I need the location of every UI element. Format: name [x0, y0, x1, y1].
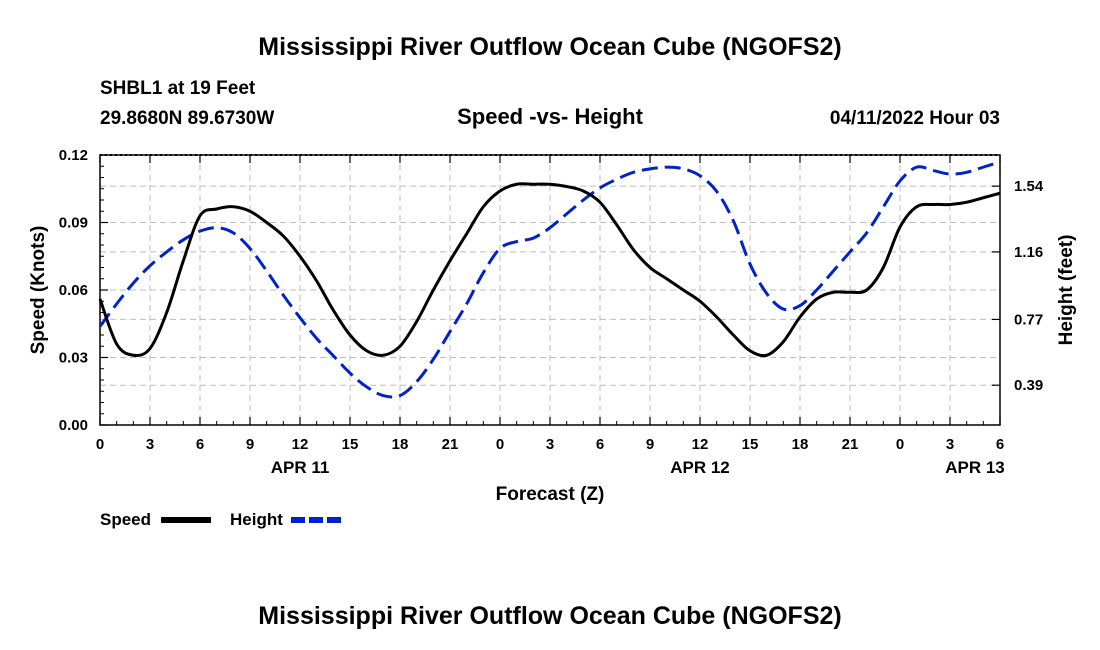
y-tick-label: 0.12 — [59, 147, 88, 164]
x-tick-label: 9 — [646, 436, 654, 453]
legend-speed-label: Speed — [100, 510, 151, 529]
axis-ticks: 0 3 6 9 12 15 18 21 0 3 6 9 12 15 18 21 0 3 6 0.00 0.03 0.06 0… — [59, 147, 1044, 477]
x-tick-label: 6 — [996, 436, 1004, 453]
y2-axis-label: Height (feet) — [1056, 235, 1077, 346]
x-tick-label: 6 — [196, 436, 204, 453]
legend: Speed Height — [100, 510, 341, 529]
y-tick-label: 0.09 — [59, 215, 88, 232]
y2-tick-label: 0.39 — [1014, 377, 1043, 394]
x-tick-label: 15 — [342, 436, 359, 453]
x-tick-label: 12 — [692, 436, 709, 453]
x-tick-label: 0 — [496, 436, 504, 453]
x-tick-label: 21 — [842, 436, 859, 453]
x-axis-label: Forecast (Z) — [496, 484, 605, 505]
day-label: APR 11 — [271, 458, 330, 477]
station-coords: 29.8680N 89.6730W — [100, 108, 274, 129]
y-tick-label: 0.03 — [59, 350, 88, 367]
y-tick-label: 0.06 — [59, 282, 88, 299]
y2-tick-label: 1.16 — [1014, 244, 1043, 261]
station-name: SHBL1 at 19 Feet — [100, 78, 256, 99]
y2-tick-label: 0.77 — [1014, 311, 1043, 328]
footer-title: Mississippi River Outflow Ocean Cube (NG… — [258, 602, 841, 630]
y2-tick-label: 1.54 — [1014, 178, 1044, 195]
y-tick-label: 0.00 — [59, 417, 88, 434]
x-tick-label: 18 — [392, 436, 409, 453]
x-tick-label: 15 — [742, 436, 759, 453]
x-tick-label: 21 — [442, 436, 459, 453]
page-title: Mississippi River Outflow Ocean Cube (NG… — [258, 33, 841, 61]
x-tick-label: 0 — [96, 436, 104, 453]
y-axis-label: Speed (Knots) — [28, 226, 49, 355]
series-layer — [98, 160, 1001, 399]
x-tick-label: 12 — [292, 436, 309, 453]
day-label: APR 12 — [670, 458, 730, 477]
chart-title: Speed -vs- Height — [457, 104, 643, 129]
x-tick-label: 0 — [896, 436, 904, 453]
day-label: APR 13 — [945, 458, 1005, 477]
x-tick-label: 9 — [246, 436, 254, 453]
x-tick-label: 3 — [546, 436, 554, 453]
x-tick-label: 6 — [596, 436, 604, 453]
x-tick-label: 18 — [792, 436, 809, 453]
forecast-datetime: 04/11/2022 Hour 03 — [830, 108, 1000, 129]
x-tick-label: 3 — [946, 436, 954, 453]
x-tick-label: 3 — [146, 436, 154, 453]
legend-height-label: Height — [230, 510, 283, 529]
